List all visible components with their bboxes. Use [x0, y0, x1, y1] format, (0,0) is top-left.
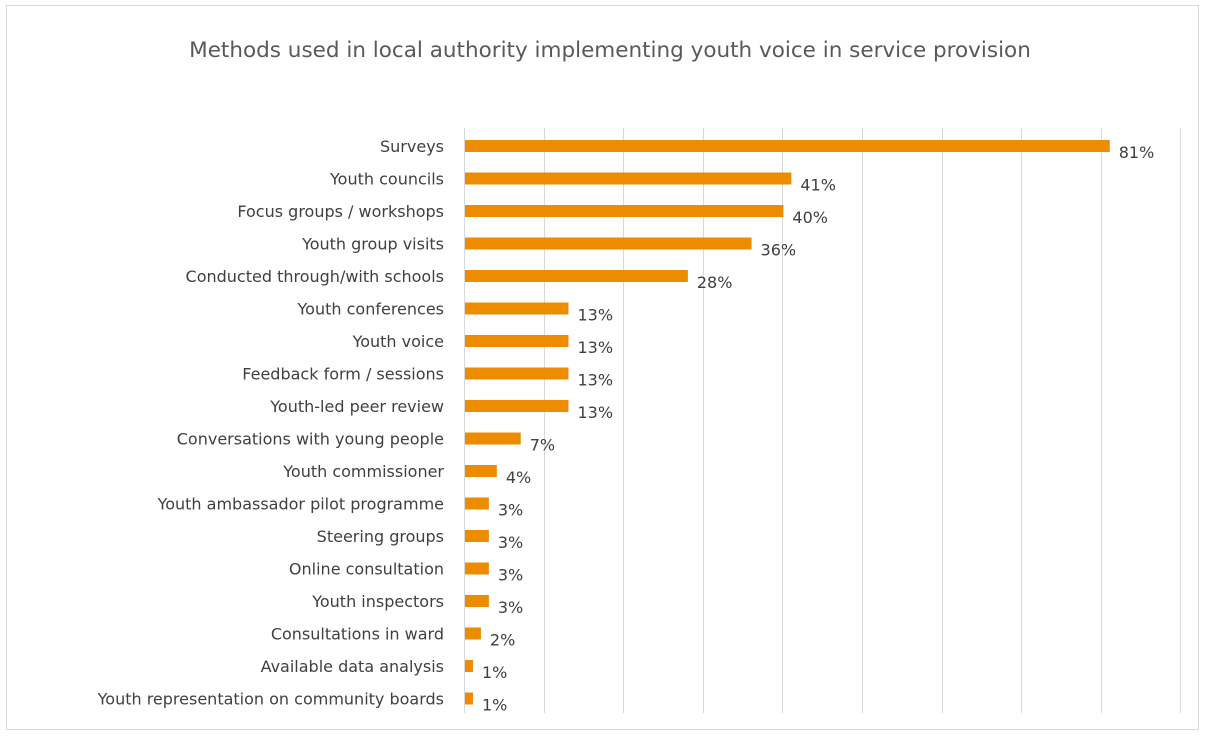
- bar: [465, 497, 489, 510]
- bar: [465, 237, 752, 250]
- category-label: Youth representation on community boards: [97, 690, 444, 709]
- data-label: 13%: [577, 306, 613, 325]
- bar: [465, 692, 473, 705]
- category-label: Youth ambassador pilot programme: [157, 495, 444, 514]
- data-label: 40%: [792, 208, 828, 227]
- data-label: 3%: [498, 533, 523, 552]
- data-label: 36%: [761, 241, 797, 260]
- chart-title: Methods used in local authority implemen…: [189, 38, 1031, 63]
- category-label: Youth councils: [329, 170, 444, 189]
- data-label: 41%: [800, 176, 836, 195]
- category-label: Steering groups: [317, 527, 444, 546]
- data-label: 28%: [697, 273, 733, 292]
- category-label: Youth conferences: [297, 300, 444, 319]
- data-label: 1%: [482, 696, 507, 715]
- category-label: Focus groups / workshops: [237, 202, 444, 221]
- data-label: 3%: [498, 501, 523, 520]
- gridlines: [464, 128, 1181, 713]
- data-label: 3%: [498, 566, 523, 585]
- data-label: 13%: [577, 403, 613, 422]
- category-label: Consultations in ward: [271, 625, 444, 644]
- data-label: 13%: [577, 371, 613, 390]
- bar: [465, 465, 497, 477]
- data-label: 1%: [482, 663, 507, 682]
- bar: [465, 335, 569, 347]
- bar: [465, 432, 521, 445]
- category-label: Conducted through/with schools: [186, 267, 444, 286]
- data-label: 7%: [530, 436, 555, 455]
- bar: [465, 302, 569, 315]
- bar: [465, 595, 489, 607]
- category-label: Youth inspectors: [311, 592, 444, 611]
- chart-frame: [6, 5, 1199, 730]
- data-label: 4%: [506, 468, 531, 487]
- category-label: Conversations with young people: [177, 430, 444, 449]
- bar: [465, 270, 688, 282]
- bar: [465, 400, 569, 412]
- bar: [465, 562, 489, 575]
- data-label: 3%: [498, 598, 523, 617]
- bar: [465, 140, 1110, 152]
- bar: [465, 367, 569, 380]
- category-label: Youth-led peer review: [269, 397, 444, 416]
- category-label: Youth voice: [352, 332, 444, 351]
- bar: [465, 627, 481, 640]
- data-label: 13%: [577, 338, 613, 357]
- category-label: Surveys: [380, 137, 444, 156]
- data-label: 2%: [490, 631, 515, 650]
- bar: [465, 172, 792, 185]
- data-label: 81%: [1119, 143, 1155, 162]
- category-label: Online consultation: [289, 560, 444, 579]
- bars: Surveys 81% Youth councils 41% Focus groups …: [97, 137, 1155, 715]
- category-label: Youth commissioner: [282, 462, 444, 481]
- category-label: Youth group visits: [301, 235, 444, 254]
- bar: [465, 660, 473, 672]
- bar: [465, 530, 489, 542]
- category-label: Available data analysis: [261, 657, 444, 676]
- bar: [465, 205, 784, 217]
- category-label: Feedback form / sessions: [242, 365, 444, 384]
